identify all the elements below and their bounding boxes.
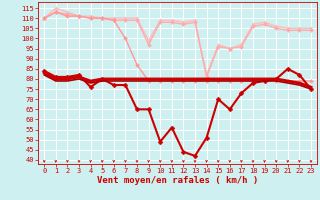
X-axis label: Vent moyen/en rafales ( km/h ): Vent moyen/en rafales ( km/h ) xyxy=(97,176,258,185)
